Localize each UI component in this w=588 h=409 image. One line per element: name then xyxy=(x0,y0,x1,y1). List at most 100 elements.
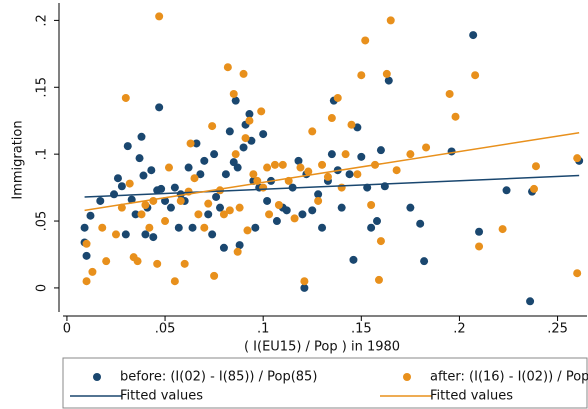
point xyxy=(323,172,332,181)
point xyxy=(166,203,175,212)
point xyxy=(300,283,309,292)
point xyxy=(233,247,242,256)
point xyxy=(186,139,195,148)
point xyxy=(188,223,197,232)
point xyxy=(235,203,244,212)
point xyxy=(263,163,272,172)
point xyxy=(210,150,219,159)
point xyxy=(225,206,234,215)
point xyxy=(121,93,130,102)
point xyxy=(147,166,156,175)
point xyxy=(573,154,582,163)
point xyxy=(406,150,415,159)
point xyxy=(164,163,173,172)
point xyxy=(180,259,189,268)
point xyxy=(137,132,146,141)
point xyxy=(270,160,279,169)
point xyxy=(384,76,393,85)
legend-label: Fitted values xyxy=(430,389,513,404)
point xyxy=(373,217,382,226)
point xyxy=(204,199,213,208)
point xyxy=(231,96,240,105)
point xyxy=(308,127,317,136)
point xyxy=(318,160,327,169)
point xyxy=(502,186,511,195)
point xyxy=(196,170,205,179)
x-tick-label: .05 xyxy=(155,322,176,337)
point xyxy=(219,243,228,252)
point xyxy=(170,183,179,192)
point xyxy=(345,170,354,179)
x-tick-label: 0 xyxy=(63,322,71,337)
point xyxy=(194,210,203,219)
point xyxy=(298,210,307,219)
point xyxy=(241,134,250,143)
point xyxy=(406,203,415,212)
point xyxy=(386,16,395,25)
point xyxy=(137,210,146,219)
point xyxy=(265,210,274,219)
point xyxy=(300,277,309,286)
x-tick-label: .15 xyxy=(351,322,372,337)
point xyxy=(376,146,385,155)
point xyxy=(161,217,170,226)
point xyxy=(125,179,134,188)
point xyxy=(221,170,230,179)
legend-label: Fitted values xyxy=(120,389,203,404)
point xyxy=(117,203,126,212)
point xyxy=(96,196,105,205)
point xyxy=(327,114,336,123)
point xyxy=(219,210,228,219)
point xyxy=(367,223,376,232)
point xyxy=(82,239,91,248)
legend xyxy=(62,357,588,409)
point xyxy=(98,223,107,232)
point xyxy=(121,230,130,239)
point xyxy=(145,223,154,232)
point xyxy=(314,190,323,199)
point xyxy=(475,242,484,251)
point xyxy=(231,150,240,159)
point xyxy=(374,275,383,284)
point xyxy=(235,241,244,250)
legend-label: after: (I(16) - I(02)) / Pop(02) xyxy=(430,370,588,385)
point xyxy=(170,277,179,286)
point xyxy=(282,206,291,215)
legend-label: before: (I(02) - I(85)) / Pop(85) xyxy=(120,370,317,385)
point xyxy=(278,160,287,169)
point xyxy=(392,166,401,175)
point xyxy=(361,36,370,45)
fitted-line xyxy=(84,174,580,198)
point xyxy=(416,219,425,228)
point xyxy=(135,154,144,163)
point xyxy=(341,150,350,159)
point xyxy=(347,120,356,129)
point xyxy=(445,89,454,98)
point xyxy=(223,63,232,72)
point xyxy=(259,183,268,192)
y-tick-label: .2 xyxy=(35,14,50,26)
y-tick-label: 0 xyxy=(35,284,50,292)
point xyxy=(257,107,266,116)
y-tick-label: .1 xyxy=(35,148,50,160)
point xyxy=(294,156,303,165)
point xyxy=(357,71,366,80)
point xyxy=(304,167,313,176)
point xyxy=(131,210,140,219)
point xyxy=(155,12,164,21)
point xyxy=(259,130,268,139)
point xyxy=(212,192,221,201)
point xyxy=(123,142,132,151)
point xyxy=(357,152,366,161)
point xyxy=(296,163,305,172)
x-axis-title: ( I(EU15) / Pop ) in 1980 xyxy=(244,340,400,355)
point xyxy=(349,255,358,264)
point xyxy=(216,203,225,212)
y-axis-title: Immigration xyxy=(11,120,26,199)
point xyxy=(208,122,217,131)
fitted-line xyxy=(84,132,580,212)
point xyxy=(363,183,372,192)
point xyxy=(245,116,254,125)
point xyxy=(531,162,540,171)
